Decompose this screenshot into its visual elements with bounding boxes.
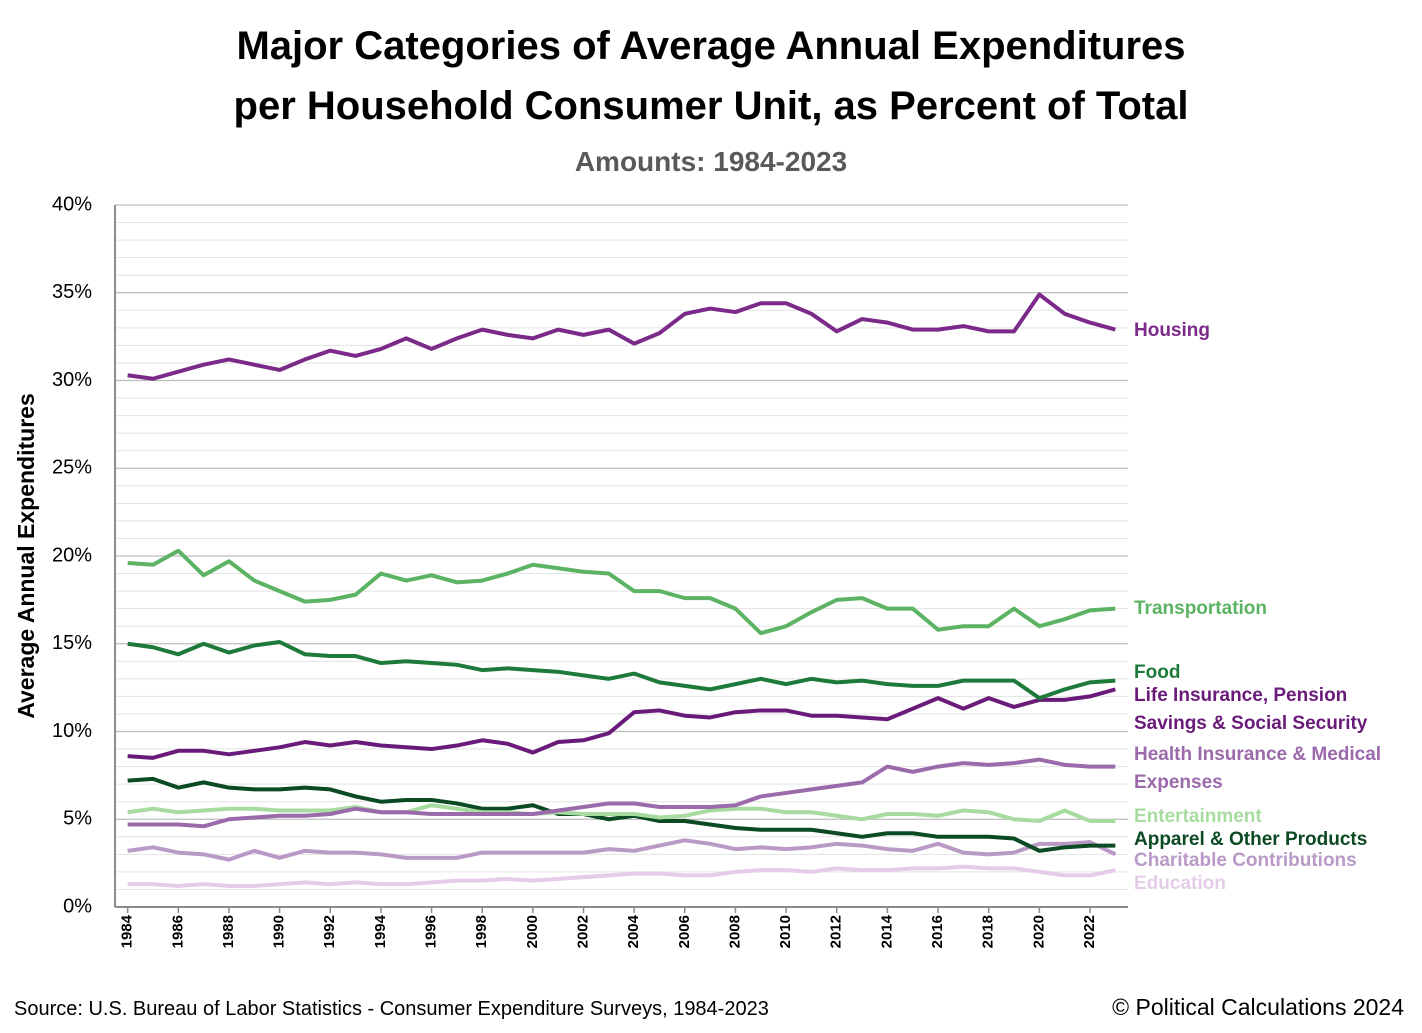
y-tick-label: 30% bbox=[52, 369, 92, 391]
x-tick-label: 2010 bbox=[777, 915, 794, 948]
source: Source: U.S. Bureau of Labor Statistics … bbox=[14, 998, 769, 1020]
chart-title: per Household Consumer Unit, as Percent … bbox=[233, 84, 1189, 128]
series-line bbox=[127, 292, 1116, 381]
x-tick-label: 1986 bbox=[169, 915, 186, 948]
y-tick-label: 10% bbox=[52, 720, 92, 742]
series-label: Housing bbox=[1134, 320, 1210, 341]
series-line bbox=[127, 687, 1116, 760]
series-line bbox=[127, 864, 1116, 888]
x-tick-label: 2012 bbox=[828, 915, 845, 948]
chart-title: Major Categories of Average Annual Expen… bbox=[236, 24, 1186, 68]
series-label: Entertainment bbox=[1134, 806, 1262, 827]
x-tick-label: 2008 bbox=[726, 915, 743, 948]
y-tick-label: 40% bbox=[52, 193, 92, 215]
series-label: Apparel & Other Products bbox=[1134, 829, 1368, 850]
series-line bbox=[127, 838, 1117, 862]
x-tick-label: 2018 bbox=[980, 915, 997, 948]
x-tick-label: 1984 bbox=[119, 914, 136, 948]
series-line bbox=[127, 639, 1116, 701]
x-tick-label: 2002 bbox=[574, 915, 591, 948]
x-tick-label: 1992 bbox=[321, 915, 338, 948]
y-tick-label: 20% bbox=[52, 544, 92, 566]
series-line bbox=[127, 757, 1116, 829]
series-label: Life Insurance, Pension Savings & Social… bbox=[1134, 685, 1368, 734]
series-label: Health Insurance & Medical Expenses bbox=[1134, 744, 1382, 793]
x-tick-label: 1990 bbox=[271, 915, 288, 948]
series-label: Food bbox=[1134, 662, 1181, 683]
y-tick-label: 15% bbox=[52, 632, 92, 654]
y-tick-label: 5% bbox=[63, 808, 92, 830]
series-line bbox=[127, 803, 1116, 824]
x-tick-label: 2022 bbox=[1081, 915, 1098, 948]
x-tick-label: 2006 bbox=[676, 915, 693, 948]
x-tick-label: 2020 bbox=[1030, 915, 1047, 948]
x-tick-label: 1998 bbox=[473, 915, 490, 948]
x-tick-label: 2016 bbox=[929, 915, 946, 948]
x-tick-label: 2014 bbox=[878, 914, 895, 948]
x-tick-label: 1994 bbox=[372, 914, 389, 948]
series-line bbox=[127, 776, 1116, 853]
y-tick-label: 25% bbox=[52, 457, 92, 479]
y-tick-label: 35% bbox=[52, 281, 92, 303]
y-tick-label: 0% bbox=[63, 895, 92, 917]
x-tick-label: 1996 bbox=[423, 915, 440, 948]
credit: © Political Calculations 2024 bbox=[1112, 994, 1404, 1020]
x-tick-label: 1988 bbox=[220, 915, 237, 948]
series-label: Charitable Contributions bbox=[1134, 850, 1357, 871]
x-tick-label: 2004 bbox=[625, 914, 642, 948]
x-tick-label: 2000 bbox=[524, 915, 541, 948]
chart-subtitle: Amounts: 1984-2023 bbox=[574, 146, 848, 177]
series-line bbox=[127, 548, 1116, 636]
series-label: Education bbox=[1134, 873, 1226, 894]
series-label: Transportation bbox=[1134, 598, 1268, 619]
y-axis-title: Average Annual Expenditures bbox=[13, 393, 39, 719]
